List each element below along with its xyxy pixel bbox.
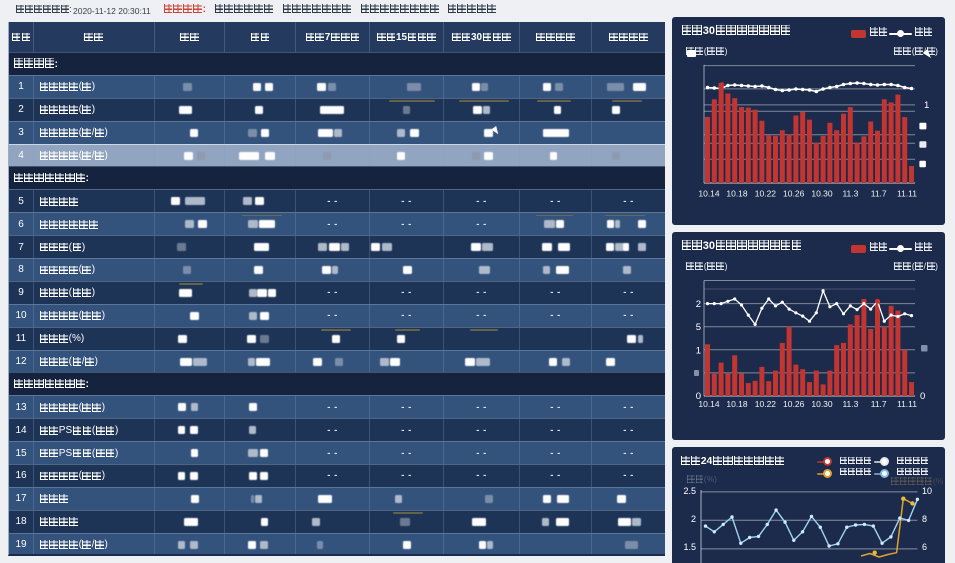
svg-text:10.26: 10.26 [783, 189, 805, 199]
svg-text:11.11: 11.11 [897, 399, 917, 409]
svg-text:1: 1 [924, 100, 929, 111]
svg-text:0: 0 [696, 391, 701, 402]
svg-text:10.18: 10.18 [726, 189, 748, 199]
svg-text:5: 5 [696, 322, 701, 333]
svg-text:11.3: 11.3 [842, 399, 858, 409]
svg-text:10.14: 10.14 [698, 189, 720, 199]
svg-text:10.30: 10.30 [811, 189, 833, 199]
svg-text:1: 1 [696, 345, 701, 356]
svg-text:10.26: 10.26 [783, 399, 805, 409]
svg-text:10.14: 10.14 [698, 399, 720, 409]
svg-text:11.11: 11.11 [897, 189, 917, 199]
svg-text:11.7: 11.7 [871, 399, 887, 409]
svg-text:10.22: 10.22 [755, 189, 777, 199]
svg-text:10.18: 10.18 [726, 399, 748, 409]
svg-text:11.3: 11.3 [842, 189, 858, 199]
svg-text:2: 2 [696, 299, 701, 310]
svg-text:11.7: 11.7 [871, 189, 887, 199]
svg-text:10.22: 10.22 [755, 399, 777, 409]
svg-text:0: 0 [920, 391, 925, 402]
svg-text:10.30: 10.30 [811, 399, 833, 409]
